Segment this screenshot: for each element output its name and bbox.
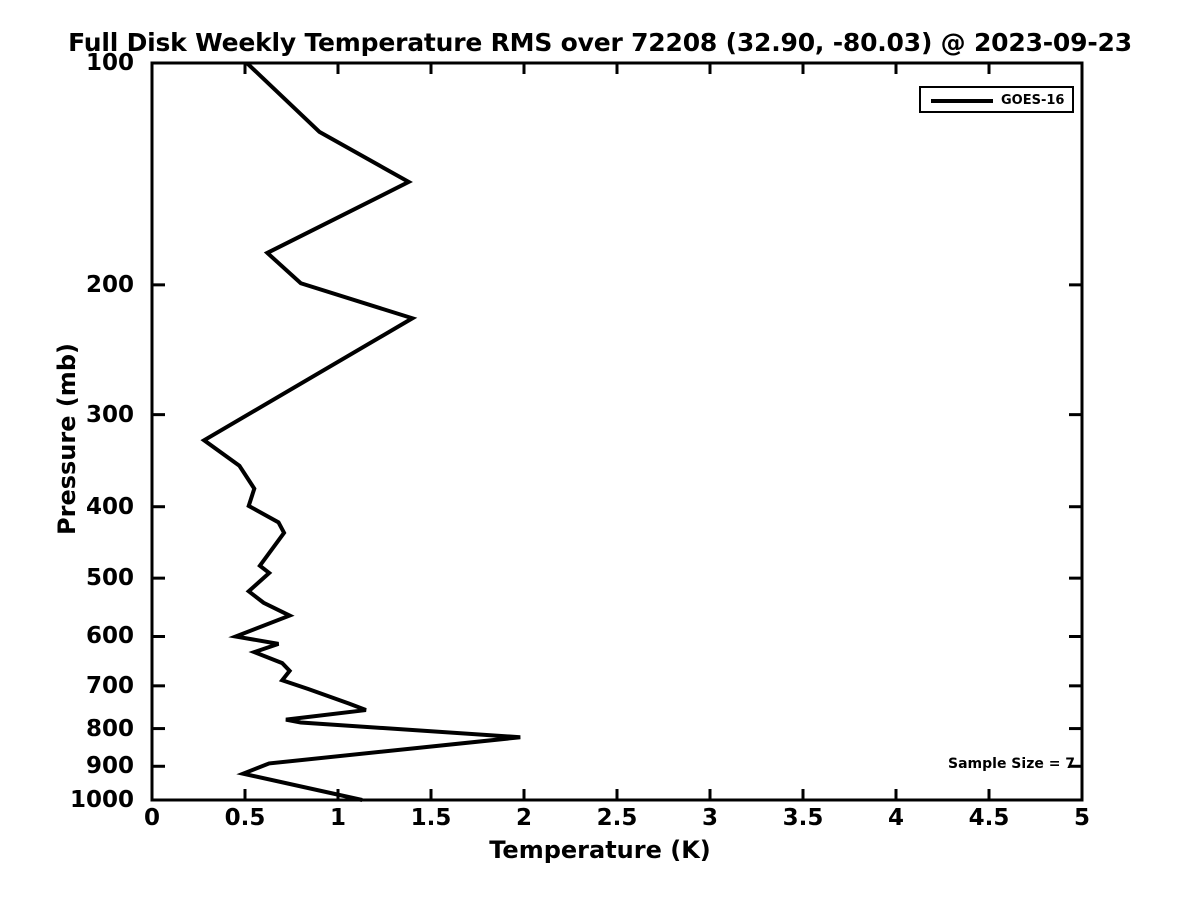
y-tick-label: 1000 <box>69 787 134 813</box>
x-tick-label: 1 <box>329 805 347 831</box>
x-tick-label: 0.5 <box>224 805 266 831</box>
legend-label-goes16: GOES-16 <box>1001 93 1065 108</box>
data-series-group <box>200 61 521 802</box>
x-tick-label: 4.5 <box>968 805 1010 831</box>
x-tick-label: 2 <box>515 805 533 831</box>
x-tick-label: 5 <box>1073 805 1091 831</box>
tick-marks <box>150 61 1084 802</box>
y-tick-label: 700 <box>85 672 134 699</box>
y-tick-label: 300 <box>85 401 134 428</box>
y-tick-label: 900 <box>85 753 134 780</box>
axes-frame <box>150 61 1084 802</box>
y-tick-label: 100 <box>85 50 134 76</box>
y-tick-label: 600 <box>85 623 134 650</box>
legend-line-swatch-goes16 <box>931 99 993 103</box>
legend: GOES-16 <box>919 86 1074 113</box>
x-axis-label: Temperature (K) <box>489 836 711 864</box>
x-tick-label: 2.5 <box>596 805 638 831</box>
x-tick-label: 4 <box>887 805 905 831</box>
y-tick-label: 400 <box>85 493 134 520</box>
chart-title: Full Disk Weekly Temperature RMS over 72… <box>68 28 1132 57</box>
y-tick-label: 800 <box>85 715 134 742</box>
y-tick-label: 200 <box>85 271 134 298</box>
y-tick-label: 500 <box>85 565 134 592</box>
sample-size-annotation: Sample Size = 7 <box>948 756 1076 772</box>
x-tick-label: 3.5 <box>782 805 824 831</box>
x-tick-label: 1.5 <box>410 805 452 831</box>
x-tick-label: 0 <box>143 805 161 831</box>
x-tick-label: 3 <box>701 805 719 831</box>
